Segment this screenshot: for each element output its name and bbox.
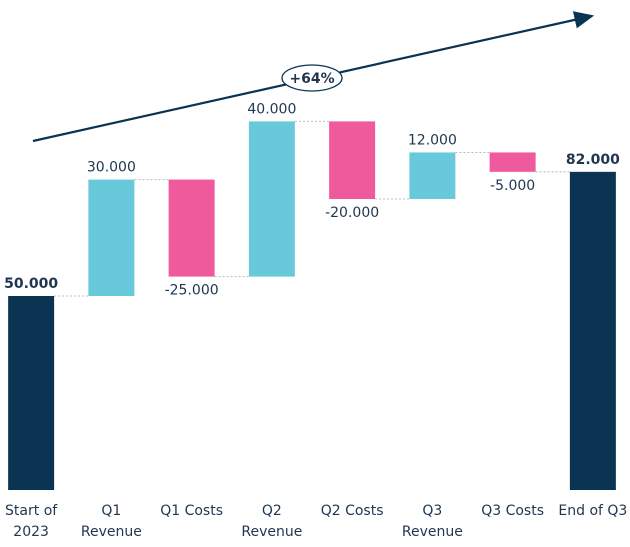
x-tick-label: Q3 Costs: [481, 503, 545, 519]
bar: [8, 296, 55, 490]
x-tick-label: Q1 Revenue: [80, 503, 142, 540]
x-tick-label: End of Q3: [558, 503, 628, 519]
x-tick-label: Q2 Revenue: [241, 503, 303, 540]
value-label: 12.000: [408, 132, 457, 148]
bar: [409, 152, 456, 199]
annotation: +64%: [289, 71, 334, 87]
value-label: -20.000: [325, 205, 379, 221]
bar: [168, 179, 215, 277]
x-tick-label: Q1 Costs: [160, 503, 224, 519]
x-tick-label: Q2 Costs: [320, 503, 384, 519]
value-label: 40.000: [247, 101, 296, 117]
value-label: 82.000: [566, 152, 620, 168]
annotation-bubble: [281, 64, 343, 92]
x-tick-label: Start of 2023: [5, 503, 58, 540]
value-label: 50.000: [4, 276, 58, 292]
bar: [88, 179, 135, 296]
value-label: -5.000: [490, 178, 535, 194]
bar: [489, 152, 536, 172]
bar: [329, 121, 376, 199]
value-label: -25.000: [165, 283, 219, 299]
value-label: 30.000: [87, 160, 136, 176]
bar: [569, 171, 616, 490]
bar: [248, 121, 295, 277]
x-tick-label: Q3 Revenue: [401, 503, 463, 540]
